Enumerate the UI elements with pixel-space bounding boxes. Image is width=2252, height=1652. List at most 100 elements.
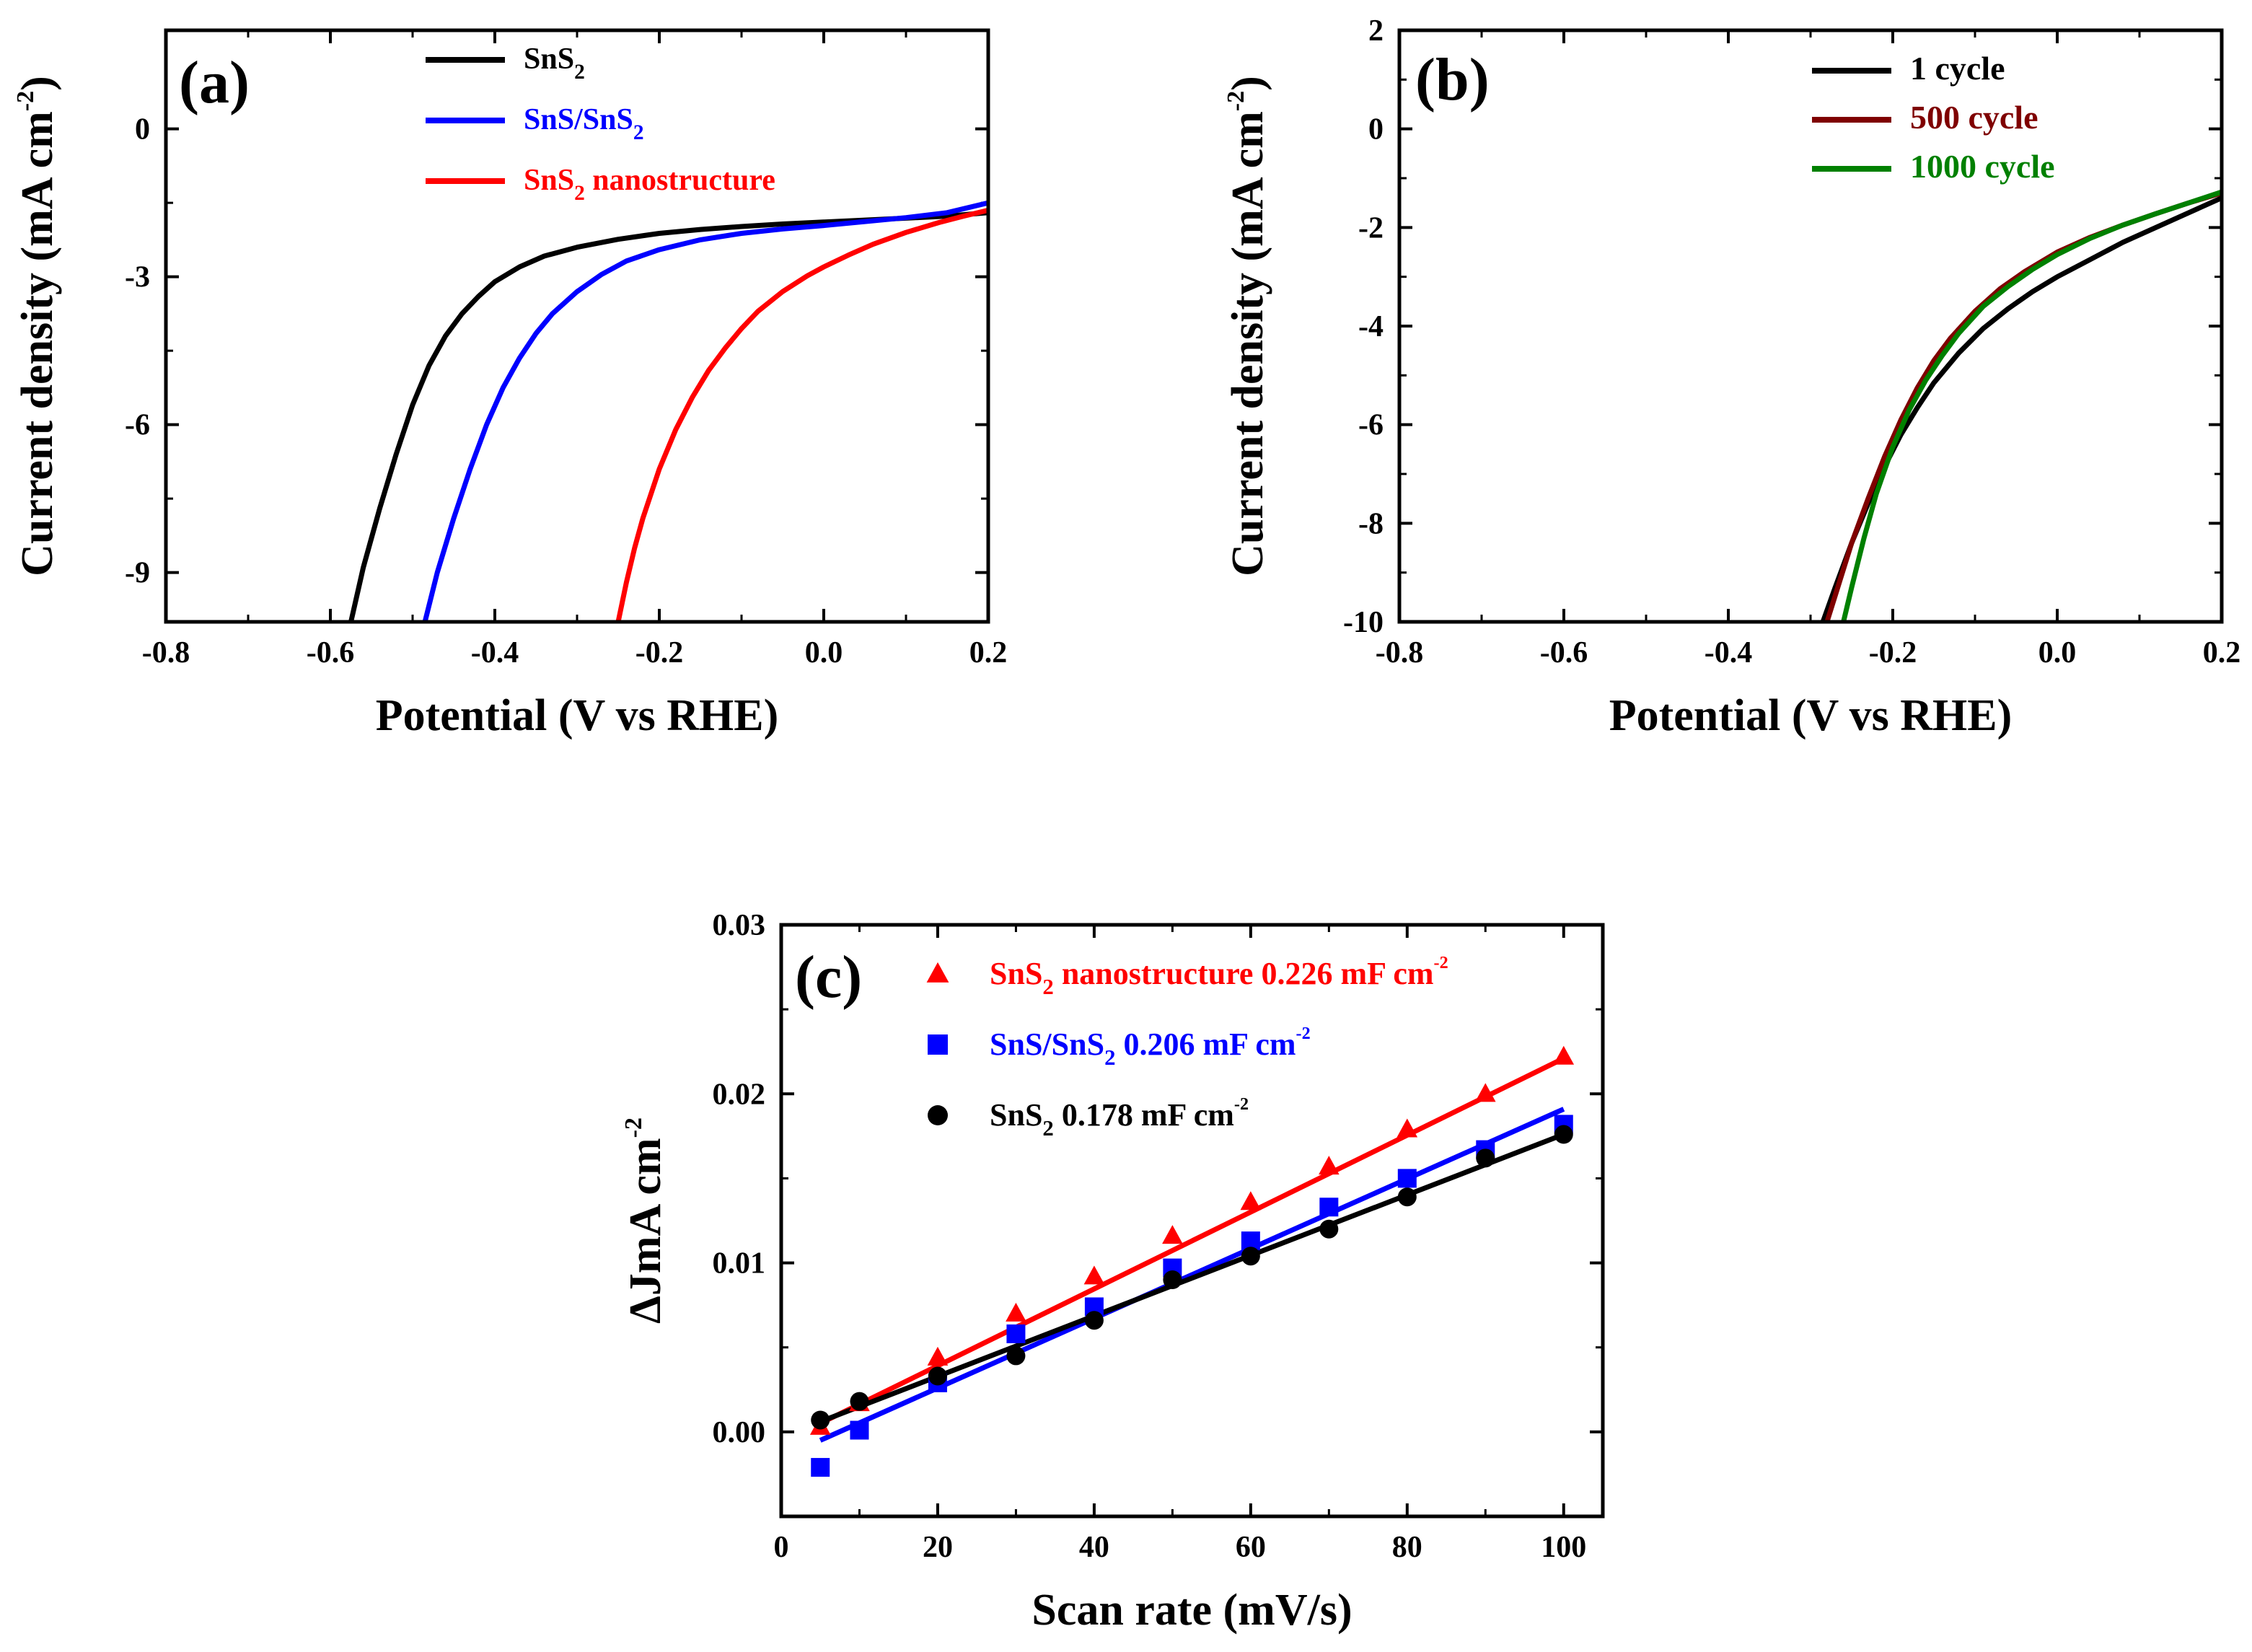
legend-label-rest: nanostructure: [585, 164, 775, 197]
y-axis-title-end: ): [1223, 76, 1272, 91]
series-sns2-nanostructure-0-226-mf-cm-2-point: [1083, 1265, 1105, 1285]
legend-label-rest: 0.206 mF cm: [1115, 1027, 1296, 1062]
plot-area: [348, 200, 988, 622]
x-tick-label: -0.8: [142, 636, 190, 669]
x-tick-label: 0.0: [2038, 636, 2077, 669]
legend-label-base: SnS/SnS: [524, 103, 633, 136]
y-axis-title: Current density (mA cm-2): [1223, 76, 1272, 576]
legend-sns-sns2-label: SnS/SnS2: [524, 103, 644, 144]
series-sns2-0-178-mf-cm-2-point: [928, 1366, 947, 1386]
x-tick-label: -0.6: [307, 636, 355, 669]
legend-label-sup: -2: [1234, 1094, 1249, 1114]
legend-label-base: 1000 cycle: [1910, 148, 2055, 185]
legend-label-base: 1 cycle: [1910, 50, 2005, 87]
legend-sns-sns2-0-206-mf-cm-2-marker: [928, 1034, 948, 1055]
legend-label-base: SnS: [990, 956, 1042, 991]
series-sns2-0-178-mf-cm-2-point: [1319, 1219, 1339, 1239]
panel-label: (b): [1415, 46, 1490, 113]
x-tick-label: 0.2: [969, 636, 1008, 669]
series-sns2-0-178-mf-cm-2-point: [850, 1392, 869, 1411]
x-tick-label: -0.4: [471, 636, 519, 669]
y-tick-label: -4: [1358, 310, 1384, 343]
y-tick-label: 0.02: [713, 1078, 766, 1111]
series-sns-sns2-0-206-mf-cm-2-point: [1006, 1324, 1026, 1343]
plot-frame: [164, 28, 990, 624]
x-tick-label: -0.2: [1869, 636, 1917, 669]
series-sns-sns2-0-206-mf-cm-2-point: [850, 1420, 869, 1440]
x-tick-label: 40: [1079, 1531, 1109, 1564]
y-tick-label: 2: [1368, 14, 1384, 48]
legend-label-base: 500 cycle: [1910, 99, 2038, 136]
plot-frame: [779, 923, 1605, 1519]
x-axis-title: Potential (V vs RHE): [1609, 691, 2013, 740]
legend-sns2-0-178-mf-cm-2-marker: [928, 1105, 948, 1125]
y-tick-label: 0.01: [713, 1247, 766, 1280]
series-sns2-0-178-mf-cm-2-point: [1006, 1346, 1026, 1366]
legend-label-sup: -2: [1434, 953, 1448, 972]
legend-sns-sns2-0-206-mf-cm-2-label: SnS/SnS2 0.206 mF cm-2: [990, 1024, 1311, 1070]
series-sns2-nanostructure-0-226-mf-cm-2-point: [1162, 1225, 1183, 1244]
x-tick-label: 0: [774, 1531, 789, 1564]
legend-label-sub: 2: [633, 121, 644, 144]
series-sns2-nanostructure-0-226-mf-cm-2-point: [1553, 1045, 1575, 1065]
y-tick-label: 0: [1368, 113, 1384, 146]
series-sns-sns2-0-206-mf-cm-2-point: [1397, 1169, 1417, 1188]
legend-label-sub: 2: [574, 182, 585, 205]
series-sns2-line: [348, 210, 988, 622]
series-sns2-nanostructure-0-226-mf-cm-2-point: [1240, 1191, 1262, 1211]
legend-label-base: SnS: [524, 164, 574, 197]
legend-1000-cycle-label: 1000 cycle: [1910, 148, 2055, 185]
legend-label-rest: 0.178 mF cm: [1054, 1097, 1234, 1133]
y-tick-label: -2: [1358, 211, 1384, 245]
x-tick-label: -0.2: [635, 636, 684, 669]
series-sns2-nanostructure-0-226-mf-cm-2-point: [927, 1346, 949, 1366]
legend-sns2-label: SnS2: [524, 43, 585, 84]
y-axis-title-end: ): [13, 76, 62, 91]
series-sns2-0-178-mf-cm-2-point: [1163, 1270, 1182, 1289]
legend-sns2-nanostructure-0-226-mf-cm-2-marker: [926, 962, 949, 983]
legend-sns2-nanostructure-label: SnS2 nanostructure: [524, 164, 775, 205]
series-sns2-0-178-mf-cm-2-point: [1476, 1148, 1495, 1168]
x-tick-label: 0.0: [805, 636, 843, 669]
x-tick-label: -0.6: [1540, 636, 1588, 669]
y-tick-label: -9: [125, 557, 150, 590]
series-sns2-nanostructure-0-226-mf-cm-2-point: [1396, 1118, 1418, 1138]
series-sns-sns2-0-206-mf-cm-2-point: [811, 1458, 830, 1477]
panel-b: -0.8 -0.6 -0.4 -0.2 0.0 0.2 -10 -8 -6 -4 -2 0 2 (b) Po…: [1223, 14, 2240, 740]
y-axis-title-sup: -2: [1223, 91, 1249, 111]
series-sns2-nanostructure-0-226-mf-cm-2-point: [1474, 1083, 1496, 1102]
series-sns2-0-178-mf-cm-2-point: [1397, 1187, 1417, 1207]
y-axis-title-text: Current density (mA cm: [1223, 111, 1272, 576]
plot-area: [1820, 189, 2222, 622]
legend-500-cycle-label: 500 cycle: [1910, 99, 2038, 136]
plot-frame: [1397, 28, 2224, 624]
panel-label: (a): [179, 49, 250, 116]
y-axis-title: ΔJmA cm-2: [620, 1117, 670, 1324]
series-sns2-0-178-mf-cm-2-point: [1241, 1247, 1260, 1266]
legend-label-base: SnS: [990, 1097, 1042, 1133]
x-axis-title: Potential (V vs RHE): [376, 691, 779, 740]
legend-sns2-0-178-mf-cm-2-label: SnS2 0.178 mF cm-2: [990, 1094, 1249, 1141]
series-sns2-0-178-mf-cm-2-point: [1084, 1311, 1104, 1330]
legend-label-sub: 2: [1042, 975, 1053, 999]
y-axis-title: Current density (mA cm-2): [12, 76, 62, 576]
series-sns2-0-178-mf-cm-2-point: [811, 1410, 830, 1430]
legend-1-cycle-label: 1 cycle: [1910, 50, 2005, 87]
panel-c: 0 20 40 60 80 100 0.00 0.01 0.02 0.03 (c) Scan rate…: [620, 909, 1605, 1635]
series-sns2-0-178-mf-cm-2-point: [1554, 1125, 1573, 1144]
legend-label-sub: 2: [1042, 1116, 1053, 1141]
x-tick-label: 100: [1541, 1531, 1586, 1564]
x-tick-label: 60: [1236, 1531, 1266, 1564]
y-axis-title-text: ΔJmA cm: [621, 1138, 670, 1324]
legend-sns2-nanostructure-0-226-mf-cm-2-label: SnS2 nanostructure 0.226 mF cm-2: [990, 953, 1448, 999]
legend-label-sup: -2: [1296, 1024, 1311, 1043]
x-axis-title: Scan rate (mV/s): [1032, 1586, 1352, 1635]
legend-label-base: SnS: [524, 43, 574, 76]
series-sns-sns2-0-206-mf-cm-2-point: [1319, 1198, 1339, 1217]
legend-label-rest: nanostructure 0.226 mF cm: [1054, 956, 1434, 991]
y-tick-label: 0: [135, 113, 150, 146]
panel-label: (c): [795, 944, 862, 1011]
y-tick-label: -10: [1343, 606, 1384, 639]
